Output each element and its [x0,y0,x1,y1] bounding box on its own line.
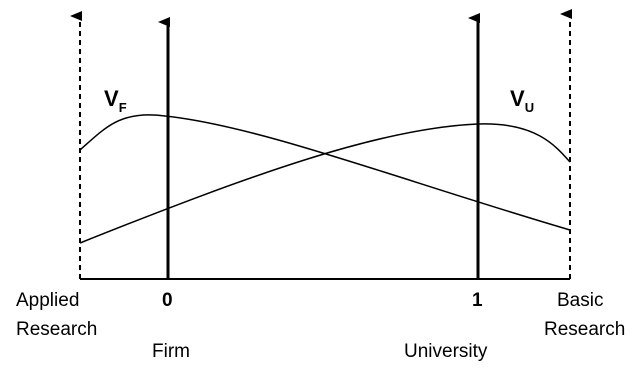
basic-label-line2: Research [544,319,625,340]
firm-value-curve [79,114,571,231]
university-value-curve [79,123,571,244]
firm-curve-label-sub: F [119,100,127,115]
firm-curve-label-main: V [104,86,119,111]
university-curve-label: VU [510,86,534,115]
applied-label-line1: Applied [16,290,79,311]
university-curve-label-sub: U [525,100,534,115]
university-label: University [404,341,488,362]
university-curve-label-main: V [510,86,525,111]
tick-one: 1 [472,290,483,311]
applied-label-line2: Research [16,319,97,340]
tick-zero: 0 [162,290,173,311]
basic-label-line1: Basic [557,290,603,311]
firm-curve-label: VF [104,86,127,115]
firm-label: Firm [152,341,190,362]
